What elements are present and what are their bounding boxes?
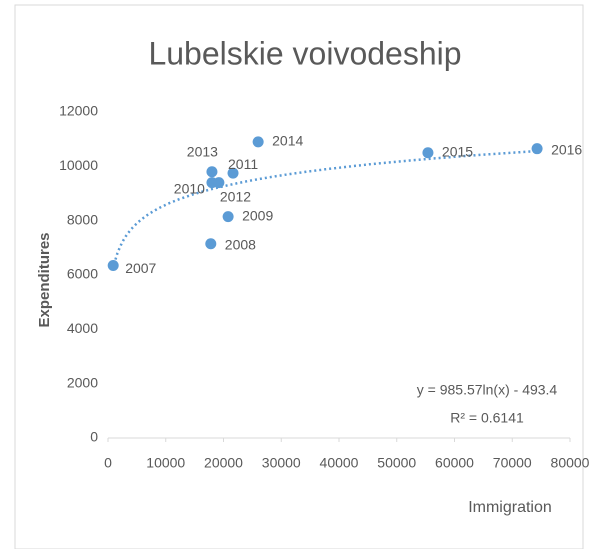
point: [206, 166, 218, 178]
point-label: 2010: [174, 180, 205, 196]
y-tick-label: 2000: [67, 374, 98, 390]
chart-frame: [14, 4, 584, 549]
point: [205, 238, 217, 250]
point: [252, 136, 264, 148]
trendline-equation: y = 985.57ln(x) - 493.4: [417, 382, 558, 398]
point-label: 2015: [442, 143, 473, 159]
point-label: 2012: [220, 188, 251, 204]
chart-title: Lubelskie voivodeship: [148, 35, 461, 71]
y-tick-label: 0: [90, 429, 98, 445]
point-label: 2014: [272, 133, 303, 149]
x-tick-label: 50000: [377, 455, 416, 471]
point-label: 2011: [228, 156, 258, 172]
x-axis-label: Immigration: [468, 499, 552, 516]
trendline: [111, 149, 538, 270]
y-tick-label: 4000: [67, 320, 98, 336]
point: [531, 143, 543, 155]
point-label: 2013: [187, 143, 218, 159]
point: [227, 167, 239, 179]
x-tick-label: 10000: [146, 455, 185, 471]
x-tick-label: 0: [104, 455, 112, 471]
x-tick-label: 40000: [320, 455, 359, 471]
y-tick-label: 6000: [67, 266, 98, 282]
x-tick-label: 20000: [204, 455, 243, 471]
x-tick-label: 60000: [435, 455, 474, 471]
y-tick-label: 8000: [67, 211, 98, 227]
point: [422, 147, 434, 159]
y-axis-label: Expenditures: [36, 232, 53, 327]
point: [222, 211, 234, 223]
x-tick-label: 30000: [262, 455, 301, 471]
y-tick-label: 10000: [59, 157, 98, 173]
y-tick-label: 12000: [59, 103, 98, 119]
trendline-r2: R² = 0.6141: [450, 410, 524, 426]
point-label: 2016: [551, 141, 582, 157]
point-label: 2007: [125, 260, 156, 276]
point: [213, 177, 225, 189]
point-label: 2009: [242, 207, 273, 223]
point: [107, 259, 119, 271]
point-label: 2008: [225, 236, 256, 252]
x-tick-label: 70000: [493, 455, 532, 471]
x-tick-label: 80000: [551, 455, 590, 471]
